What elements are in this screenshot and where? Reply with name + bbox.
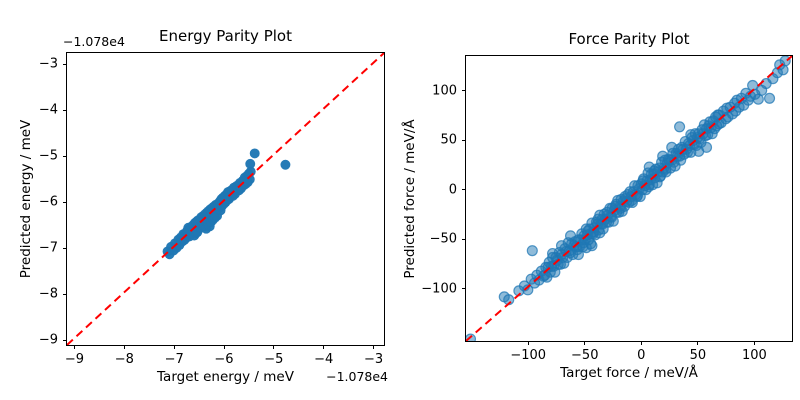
y-tick-label: 50 bbox=[440, 132, 457, 148]
y-tick-label: −100 bbox=[421, 281, 457, 297]
y-tick-mark bbox=[63, 339, 67, 341]
x-tick-label: 0 bbox=[637, 348, 646, 363]
x-tick-label: −100 bbox=[510, 348, 547, 363]
energy-y-axis-offset-text: −1.078e4 bbox=[63, 34, 125, 49]
y-tick-mark bbox=[462, 288, 466, 290]
parity-line bbox=[67, 53, 384, 345]
scatter-point bbox=[657, 150, 669, 162]
scatter-point bbox=[700, 141, 713, 153]
energy-x-axis-offset-text: −1.078e4 bbox=[326, 369, 388, 384]
y-tick-label: −50 bbox=[429, 231, 457, 247]
x-tick-mark bbox=[223, 345, 225, 349]
y-tick-mark bbox=[63, 201, 67, 203]
x-tick-mark bbox=[697, 341, 699, 345]
y-tick-label: −9 bbox=[38, 332, 58, 348]
y-tick-mark bbox=[63, 247, 67, 249]
x-tick-label: −3 bbox=[363, 352, 384, 367]
x-tick-mark bbox=[123, 345, 125, 349]
scatter-point bbox=[643, 161, 655, 173]
scatter-point bbox=[685, 129, 697, 141]
x-tick-mark bbox=[640, 341, 642, 345]
scatter-point bbox=[547, 247, 559, 260]
y-tick-mark bbox=[462, 90, 466, 92]
x-tick-label: −4 bbox=[314, 352, 334, 367]
y-tick-label: −3 bbox=[38, 56, 58, 72]
x-tick-mark bbox=[584, 341, 586, 345]
scatter-point bbox=[522, 284, 534, 296]
y-tick-label: −5 bbox=[38, 148, 58, 164]
y-tick-label: −6 bbox=[38, 194, 58, 210]
scatter-point bbox=[594, 227, 606, 239]
scatter-points bbox=[162, 148, 291, 260]
scatter-point bbox=[666, 141, 678, 153]
force-x-axis-label: Target force / meV/Å bbox=[560, 365, 698, 381]
y-tick-mark bbox=[63, 293, 67, 295]
y-tick-mark bbox=[462, 139, 466, 141]
y-tick-label: 100 bbox=[432, 83, 457, 99]
energy-y-axis-label: Predicted energy / meV bbox=[18, 119, 34, 279]
x-tick-label: −50 bbox=[571, 348, 599, 363]
y-tick-label: 0 bbox=[448, 182, 457, 198]
x-tick-label: −5 bbox=[264, 352, 284, 367]
parity-line bbox=[466, 56, 792, 341]
x-tick-label: −7 bbox=[164, 352, 184, 367]
energy-plot-title: Energy Parity Plot bbox=[159, 27, 292, 45]
scatter-point bbox=[614, 202, 627, 214]
x-tick-mark bbox=[273, 345, 275, 349]
x-tick-mark bbox=[173, 345, 175, 349]
energy-axes: Energy Parity Plot −1.078e4 −1.078e4 Tar… bbox=[18, 27, 388, 385]
scatter-point bbox=[585, 238, 597, 250]
y-tick-label: −4 bbox=[38, 102, 58, 118]
force-axes: Force Parity Plot Target force / meV/Å P… bbox=[402, 30, 793, 381]
x-tick-label: −6 bbox=[214, 352, 234, 367]
scatter-point bbox=[674, 121, 686, 133]
x-tick-label: 100 bbox=[741, 348, 767, 363]
force-scatter-canvas bbox=[466, 56, 792, 341]
scatter-point bbox=[245, 158, 256, 169]
y-tick-mark bbox=[462, 238, 466, 240]
x-tick-label: 50 bbox=[689, 348, 707, 363]
y-tick-mark bbox=[63, 109, 67, 111]
force-plot-title: Force Parity Plot bbox=[568, 30, 690, 48]
y-tick-mark bbox=[63, 155, 67, 157]
scatter-point bbox=[249, 148, 260, 159]
x-tick-mark bbox=[373, 345, 375, 349]
y-tick-label: −7 bbox=[38, 240, 58, 256]
energy-scatter-canvas bbox=[67, 53, 384, 345]
x-tick-mark bbox=[753, 341, 755, 345]
y-tick-label: −8 bbox=[38, 286, 58, 302]
scatter-point bbox=[555, 240, 568, 252]
x-tick-mark bbox=[73, 345, 75, 349]
energy-x-axis-label: Target energy / meV bbox=[157, 369, 294, 385]
x-tick-label: −9 bbox=[64, 352, 85, 367]
x-tick-label: −8 bbox=[114, 352, 134, 367]
x-tick-mark bbox=[323, 345, 325, 349]
scatter-point bbox=[280, 159, 291, 170]
scatter-point bbox=[526, 245, 538, 257]
y-tick-mark bbox=[63, 63, 67, 65]
y-tick-mark bbox=[462, 189, 466, 191]
force-y-axis-label: Predicted force / meV/Å bbox=[402, 118, 418, 279]
scatter-point bbox=[763, 92, 776, 104]
x-tick-mark bbox=[527, 341, 529, 345]
scatter-point bbox=[244, 174, 255, 185]
